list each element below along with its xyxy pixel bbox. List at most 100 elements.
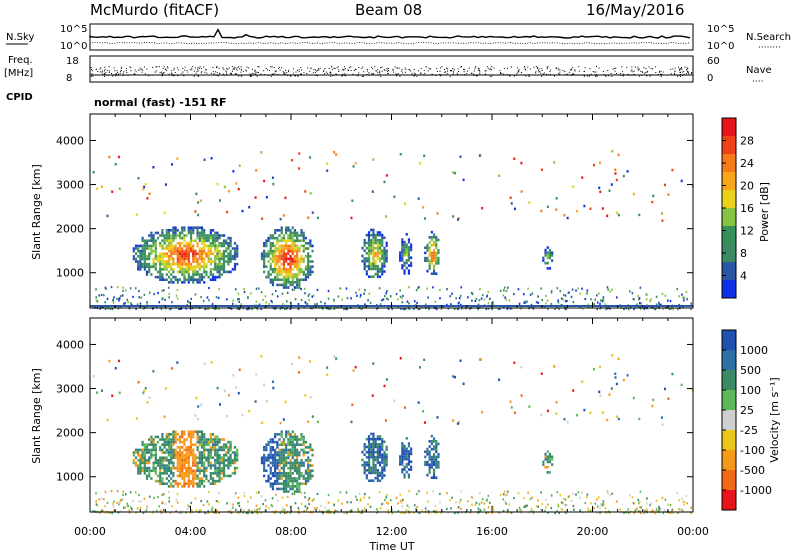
velocity-cell xyxy=(296,443,299,447)
velocity-cell xyxy=(192,433,195,436)
freq-nave-dot xyxy=(535,66,537,68)
power-cell xyxy=(280,257,283,261)
power-cell xyxy=(287,252,290,256)
velocity-noise xyxy=(487,494,490,497)
velocity-cell xyxy=(285,446,288,449)
velocity-speck xyxy=(615,382,618,386)
freq-nave-dot xyxy=(466,70,468,72)
velocity-cell xyxy=(196,448,199,452)
power-cell xyxy=(287,257,290,261)
velocity-cell xyxy=(280,456,283,460)
velocity-cell xyxy=(154,451,157,454)
velocity-speck xyxy=(255,373,258,376)
power-cell xyxy=(307,252,310,256)
freq-nave-dot xyxy=(610,72,612,74)
power-cell xyxy=(274,244,277,248)
power-noise xyxy=(96,300,99,303)
velocity-noise xyxy=(170,511,172,514)
velocity-cell xyxy=(296,479,299,483)
velocity-cell xyxy=(183,440,186,444)
freq-nave-dot xyxy=(646,75,648,77)
velocity-cell xyxy=(367,437,371,441)
velocity-cell xyxy=(203,461,206,465)
velocity-cell xyxy=(203,435,206,439)
velocity-cell xyxy=(192,474,195,478)
velocity-cell xyxy=(196,485,199,488)
velocity-noise xyxy=(161,493,163,497)
velocity-noise xyxy=(646,497,648,500)
power-cell xyxy=(276,262,279,266)
power-cell xyxy=(163,239,166,243)
freq-nave-dot xyxy=(108,66,110,68)
freq-nave-dot xyxy=(307,67,309,69)
velocity-speck xyxy=(137,380,140,384)
power-noise xyxy=(532,307,535,310)
velocity-cell xyxy=(203,485,206,488)
power-cell xyxy=(148,257,151,261)
power-cell xyxy=(196,257,199,261)
power-speck xyxy=(255,169,258,172)
power-cell xyxy=(271,268,275,271)
power-cell xyxy=(192,257,195,261)
velocity-cell xyxy=(367,458,371,462)
velocity-cell xyxy=(365,469,368,472)
velocity-noise xyxy=(176,501,179,504)
power-cell xyxy=(282,262,286,266)
power-speck xyxy=(660,212,663,215)
power-noise xyxy=(417,307,419,311)
velocity-noise xyxy=(289,511,292,515)
velocity-cell xyxy=(381,453,384,457)
velocity-noise xyxy=(607,492,609,495)
velocity-cell xyxy=(293,446,297,449)
velocity-cell xyxy=(196,446,199,449)
power-cell xyxy=(220,244,223,248)
power-noise xyxy=(609,290,612,293)
velocity-noise xyxy=(457,506,460,509)
power-cell xyxy=(304,273,308,276)
velocity-speck xyxy=(235,386,238,389)
velocity-noise xyxy=(560,501,563,504)
x-tick-label: 08:00 xyxy=(275,525,307,538)
velocity-speck xyxy=(614,376,617,379)
velocity-noise xyxy=(111,511,114,515)
beam-title: Beam 08 xyxy=(355,1,422,19)
power-noise xyxy=(596,307,598,311)
power-speck xyxy=(92,170,95,174)
power-cell xyxy=(167,234,171,237)
freq-nave-dot xyxy=(135,71,137,73)
velocity-cell xyxy=(196,474,199,478)
velocity-cell xyxy=(403,465,406,469)
velocity-cell xyxy=(276,487,279,491)
power-cell xyxy=(291,236,294,240)
velocity-noise xyxy=(455,501,457,504)
velocity-cell xyxy=(165,466,168,470)
power-cell xyxy=(233,257,237,261)
power-cell xyxy=(183,268,186,271)
freq-nave-dot xyxy=(222,73,224,75)
freq-nave-dot xyxy=(420,68,422,70)
power-noise xyxy=(95,296,98,299)
freq-nave-dot xyxy=(440,75,442,77)
velocity-noise xyxy=(280,510,283,513)
power-cell xyxy=(428,267,431,270)
freq-nave-dot xyxy=(226,71,228,73)
freq-nave-dot xyxy=(274,72,276,74)
nsky-label: N.Sky xyxy=(6,32,34,43)
velocity-cell xyxy=(161,435,164,439)
power-speck xyxy=(453,171,456,175)
power-noise xyxy=(284,307,286,311)
power-cell xyxy=(274,249,277,253)
velocity-cell xyxy=(192,459,195,462)
velocity-cell xyxy=(405,465,408,469)
power-cell xyxy=(437,251,440,255)
velocity-noise xyxy=(668,511,671,515)
velocity-colorbar-tick-label: -100 xyxy=(740,444,765,457)
velocity-speck xyxy=(608,393,611,396)
power-cell xyxy=(200,252,204,256)
power-cell xyxy=(209,278,212,282)
velocity-cell xyxy=(302,477,305,480)
power-noise xyxy=(582,307,584,310)
power-noise xyxy=(206,296,209,299)
power-noise xyxy=(550,290,553,293)
power-cell xyxy=(170,236,173,240)
